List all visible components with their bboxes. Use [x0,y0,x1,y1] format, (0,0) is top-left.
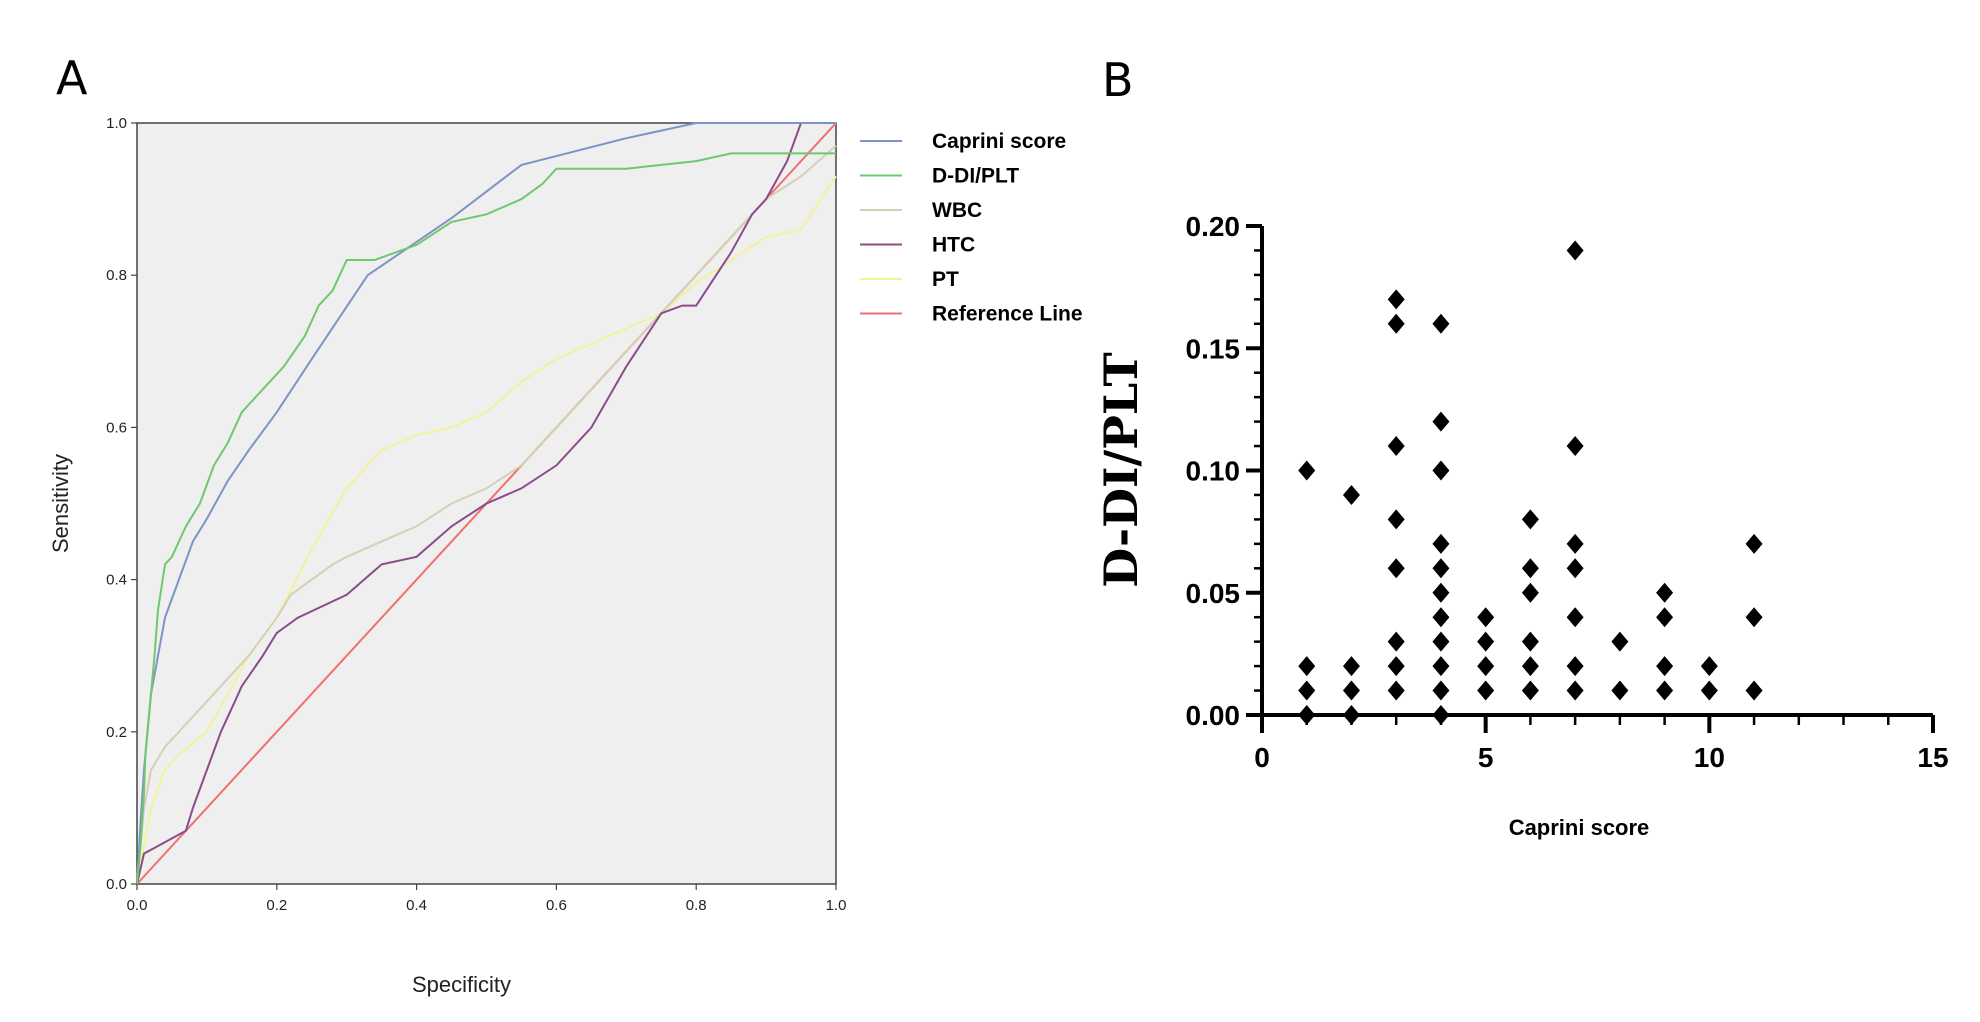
x-tick-label: 0 [1254,742,1270,773]
data-point [1521,582,1539,603]
x-tick-label: 10 [1694,742,1725,773]
data-point [1387,680,1405,701]
y-tick-label: 0.15 [1186,333,1241,364]
x-tick-label: 0.6 [546,897,567,914]
data-point [1656,607,1674,628]
data-point [1432,656,1450,677]
data-point [1298,680,1316,701]
data-point [1432,313,1450,334]
data-point [1521,631,1539,652]
series-line-pt [136,175,837,885]
scatter-chart: 0.00 0.05 0.10 0.15 0.20 0 5 10 15 D-DI/PLT Caprin… [1094,211,1949,840]
data-point [1387,558,1405,579]
data-point [1432,631,1450,652]
y-tick-label: 0.05 [1186,578,1241,609]
legend-label: Caprini score [932,130,1066,153]
y-tick-label: 0.10 [1186,456,1241,487]
data-point [1387,656,1405,677]
data-point [1566,607,1584,628]
data-point [1432,558,1450,579]
data-point [1298,705,1316,725]
data-point [1745,607,1763,628]
y-axis-label: D-DI/PLT [1094,352,1148,587]
data-point [1342,484,1360,505]
x-axis-label: Specificity [412,972,511,997]
x-tick-label: 5 [1478,742,1494,773]
data-point [1611,631,1629,652]
data-point [1611,680,1629,701]
y-tick-label: 0.20 [1186,211,1241,242]
y-tick-label: 0.8 [106,267,127,284]
data-point [1387,313,1405,334]
data-point [1432,533,1450,554]
data-point [1432,705,1450,725]
data-point [1477,680,1495,701]
roc-chart: 0.0 0.2 0.4 0.6 0.8 1.0 0.0 0.2 0.4 0.6 0.8 1.0 Spec… [48,115,1083,997]
panel-a-label: A [56,51,88,105]
x-tick-label: 0.8 [686,897,707,914]
y-tick-label: 0.6 [106,419,127,436]
legend-label: Reference Line [932,303,1083,326]
data-point [1432,680,1450,701]
data-point [1566,558,1584,579]
data-point [1477,607,1495,628]
x-tick-label: 0.0 [127,897,148,914]
legend-label: PT [932,268,959,291]
data-point [1700,656,1718,677]
data-point [1521,680,1539,701]
data-point [1521,558,1539,579]
data-point [1342,680,1360,701]
data-point [1387,436,1405,457]
data-point [1521,656,1539,677]
data-point [1477,656,1495,677]
series-line-wbc [136,145,837,885]
legend-label: D-DI/PLT [932,165,1019,188]
y-tick-label: 0.4 [106,572,127,589]
data-point [1566,680,1584,701]
legend-label: HTC [932,234,975,257]
data-point [1298,656,1316,677]
data-point [1342,656,1360,677]
data-point [1656,582,1674,603]
y-tick-label: 0.00 [1186,700,1241,731]
legend-label: WBC [932,199,982,222]
panel-b-label: B [1102,53,1134,107]
data-point [1656,656,1674,677]
y-axis-label: Sensitivity [48,454,73,553]
x-tick-label: 15 [1917,742,1948,773]
data-point [1477,631,1495,652]
data-point [1566,240,1584,261]
data-point [1342,705,1360,725]
data-point [1298,460,1316,481]
data-point [1566,533,1584,554]
x-tick-label: 0.4 [406,897,427,914]
data-point [1745,533,1763,554]
data-point [1566,656,1584,677]
data-point [1566,436,1584,457]
data-point [1432,460,1450,481]
x-tick-label: 0.2 [266,897,287,914]
series-line-htc [136,122,836,885]
series-line-d-di-plt [136,152,836,885]
y-tick-label: 1.0 [106,115,127,132]
data-point [1432,582,1450,603]
data-point [1387,289,1405,310]
data-point [1656,680,1674,701]
data-point [1432,607,1450,628]
x-axis-label: Caprini score [1509,815,1650,840]
data-point [1521,509,1539,530]
data-point [1700,680,1718,701]
data-point [1387,631,1405,652]
y-tick-label: 0.0 [106,876,127,893]
data-point [1432,411,1450,432]
data-point [1387,509,1405,530]
x-tick-label: 1.0 [826,897,847,914]
data-point [1745,680,1763,701]
y-tick-label: 0.2 [106,724,127,741]
